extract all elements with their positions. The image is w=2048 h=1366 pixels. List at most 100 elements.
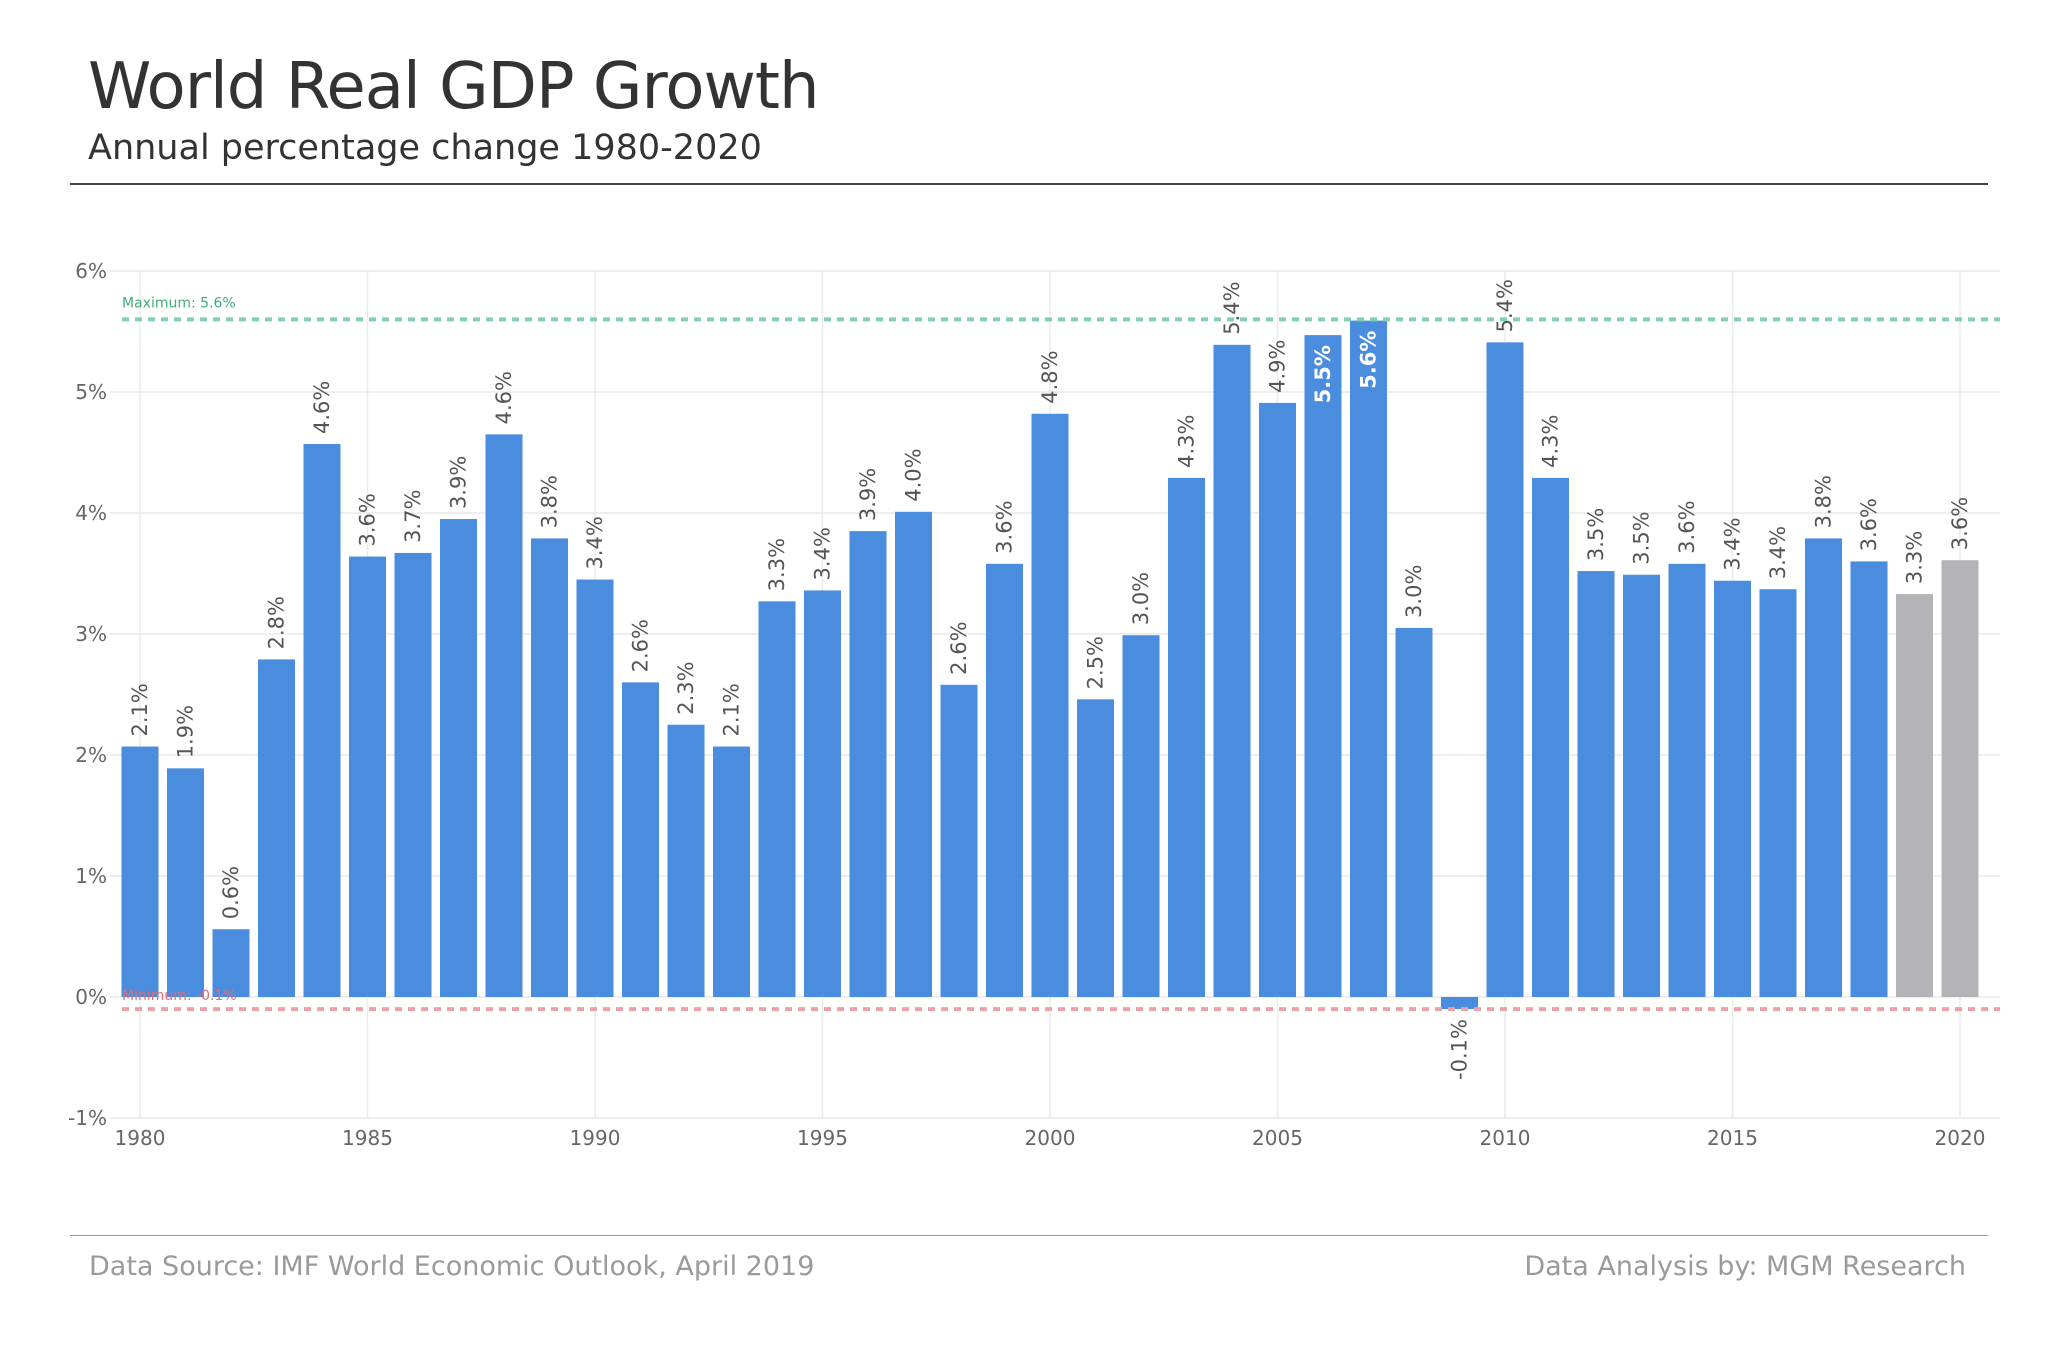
bar-label-2018: 3.6% — [1857, 498, 1881, 551]
bar-1981 — [167, 768, 204, 997]
bar-1982 — [212, 929, 250, 997]
bar-2007 — [1350, 320, 1387, 997]
bar-label-2020: 3.6% — [1948, 497, 1972, 550]
bar-label-1984: 4.6% — [310, 381, 334, 434]
y-tick-label: -1% — [68, 1106, 107, 1130]
bar-1997 — [895, 511, 932, 997]
bar-label-2017: 3.8% — [1812, 475, 1836, 528]
bar-2008 — [1395, 627, 1433, 997]
x-tick-label: 1995 — [797, 1126, 848, 1150]
x-tick-label: 1990 — [570, 1126, 621, 1150]
chart-subtitle: Annual percentage change 1980-2020 — [88, 128, 762, 168]
footer-divider — [70, 1235, 1988, 1236]
bar-label-2005: 4.9% — [1266, 340, 1290, 393]
bar-1983 — [258, 659, 295, 997]
bar-label-1994: 3.3% — [765, 538, 789, 591]
bar-2000 — [1031, 413, 1069, 997]
bar-1989 — [531, 538, 568, 997]
x-tick-label: 2010 — [1480, 1126, 1531, 1150]
bar-1994 — [758, 601, 796, 997]
bar-label-1990: 3.4% — [583, 516, 607, 569]
chart-title: World Real GDP Growth — [88, 50, 820, 124]
x-tick-label: 1980 — [115, 1126, 166, 1150]
bar-2012 — [1577, 571, 1615, 997]
bar-1988 — [485, 434, 523, 998]
y-tick-label: 1% — [75, 864, 107, 888]
y-tick-label: 4% — [75, 501, 107, 525]
header-divider — [70, 183, 1988, 185]
bar-label-2001: 2.5% — [1084, 636, 1108, 689]
bar-1990 — [576, 579, 614, 997]
bar-2017 — [1805, 538, 1842, 997]
bar-label-2003: 4.3% — [1175, 415, 1199, 468]
bar-label-1997: 4.0% — [902, 448, 926, 501]
bar-2009 — [1441, 997, 1478, 1010]
bar-1987 — [440, 519, 477, 997]
bar-1993 — [713, 746, 750, 997]
bars — [121, 320, 1979, 1010]
bar-1984 — [303, 444, 341, 997]
bar-2019 — [1896, 594, 1933, 997]
bar-2015 — [1714, 580, 1751, 997]
bar-2011 — [1532, 477, 1569, 997]
x-tick-label: 1985 — [342, 1126, 393, 1150]
x-tick-label: 2015 — [1707, 1126, 1758, 1150]
minimum-label: Minimum: -0.1% — [122, 988, 237, 1004]
y-tick-label: 5% — [75, 380, 107, 404]
y-tick-label: 2% — [75, 743, 107, 767]
bar-label-1995: 3.4% — [811, 527, 835, 580]
bar-label-2000: 4.8% — [1038, 350, 1062, 403]
bar-2003 — [1168, 477, 1205, 997]
bar-label-1981: 1.9% — [174, 705, 198, 758]
bar-label-2013: 3.5% — [1630, 511, 1654, 564]
bar-2020 — [1941, 560, 1979, 997]
bar-label-1992: 2.3% — [674, 661, 698, 714]
bar-label-1999: 3.6% — [993, 500, 1017, 553]
bar-label-1980: 2.1% — [128, 683, 152, 736]
bar-2006 — [1304, 335, 1342, 997]
bar-1998 — [940, 684, 978, 997]
bar-2014 — [1668, 563, 1706, 997]
bar-1995 — [804, 590, 841, 997]
bar-label-2016: 3.4% — [1766, 526, 1790, 579]
bar-1992 — [667, 724, 705, 997]
bar-label-2015: 3.4% — [1721, 517, 1745, 570]
bar-label-2019: 3.3% — [1903, 531, 1927, 584]
bar-2018 — [1850, 561, 1888, 997]
bar-1991 — [622, 682, 659, 997]
analysis-credit: Data Analysis by: MGM Research — [1524, 1251, 1966, 1282]
bar-label-1986: 3.7% — [401, 490, 425, 543]
bar-label-1982: 0.6% — [219, 866, 243, 919]
bar-label-2002: 3.0% — [1129, 572, 1153, 625]
maximum-label: Maximum: 5.6% — [122, 295, 236, 311]
bar-label-2012: 3.5% — [1584, 508, 1608, 561]
bar-2016 — [1759, 589, 1797, 997]
bar-2005 — [1259, 402, 1296, 997]
y-axis-tick-labels: -1% 0% 1% 2% 3% 4% 5% 6% — [68, 259, 107, 1130]
bar-label-1998: 2.6% — [947, 621, 971, 674]
bar-2002 — [1122, 635, 1160, 997]
bar-label-1989: 3.8% — [538, 475, 562, 528]
bar-2004 — [1213, 344, 1251, 997]
bar-label-2004: 5.4% — [1220, 281, 1244, 334]
x-tick-label: 2005 — [1252, 1126, 1303, 1150]
bar-label-1985: 3.6% — [356, 493, 380, 546]
data-source-note: Data Source: IMF World Economic Outlook,… — [89, 1251, 815, 1282]
bar-label-2009: -0.1% — [1448, 1019, 1472, 1080]
bar-label-2014: 3.6% — [1675, 500, 1699, 553]
bar-label-2006: 5.5% — [1311, 345, 1335, 403]
bar-label-1996: 3.9% — [856, 468, 880, 521]
bar-chart: -1% 0% 1% 2% 3% 4% 5% 6% 1980 1985 1990 1995 2000 20… — [68, 259, 2000, 1150]
x-tick-label: 2020 — [1935, 1126, 1986, 1150]
bar-label-2008: 3.0% — [1402, 565, 1426, 618]
bar-label-1991: 2.6% — [629, 619, 653, 672]
y-tick-label: 6% — [75, 259, 107, 283]
bar-2010 — [1486, 342, 1524, 997]
bar-value-labels: 2.1% 1.9% 0.6% 2.8% 4.6% 3.6% 3.7% 3.9% 4.6% 3.8%… — [128, 279, 1972, 1080]
bar-label-2007: 5.6% — [1357, 331, 1381, 389]
bar-label-1987: 3.9% — [447, 456, 471, 509]
bar-label-2011: 4.3% — [1539, 415, 1563, 468]
bar-1980 — [121, 746, 159, 997]
x-tick-label: 2000 — [1025, 1126, 1076, 1150]
bar-label-1983: 2.8% — [265, 596, 289, 649]
